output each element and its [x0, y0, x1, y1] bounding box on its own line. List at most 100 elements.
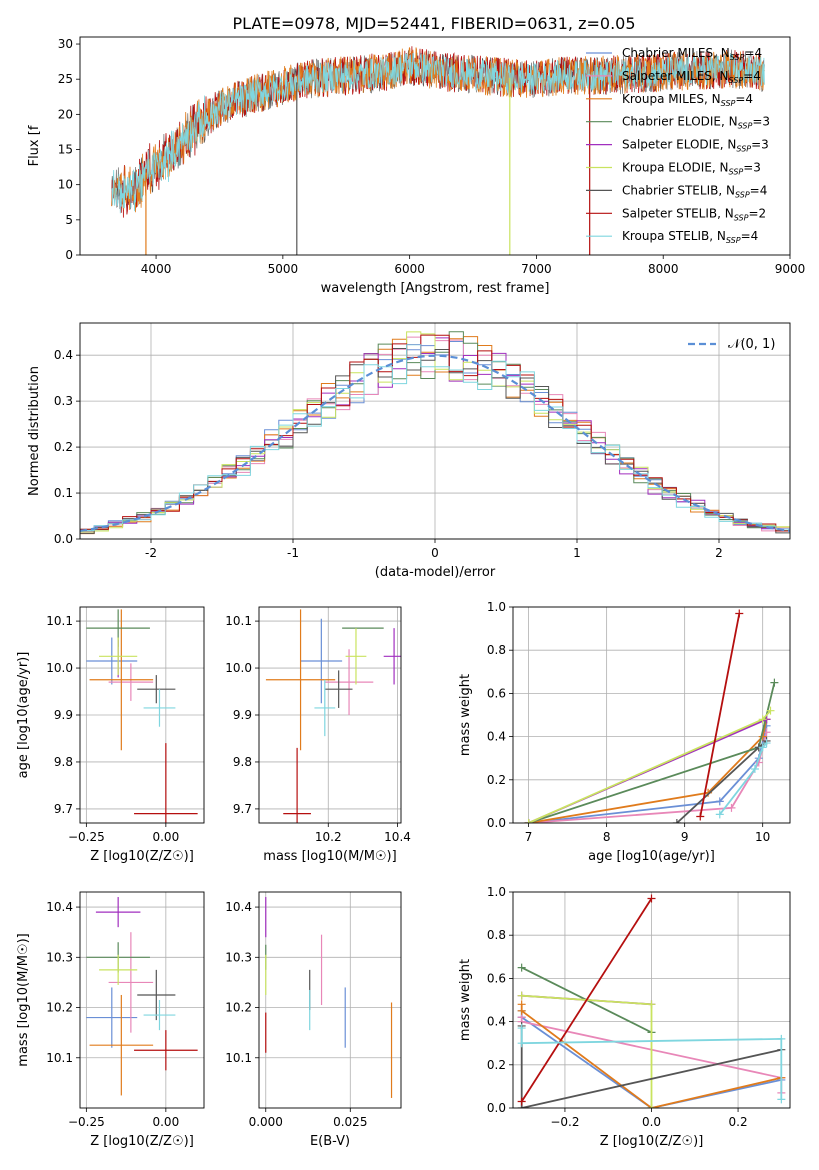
- panel-5: 7 8 9 10 0.0 0.2 0.4 0.6 0.8 1.0 age [log10(age/yr…: [458, 600, 791, 864]
- x-tick-label: 0.00: [152, 1115, 179, 1129]
- y-tick-label: 0.6: [487, 971, 506, 985]
- marker-plus: [727, 803, 736, 812]
- y-tick-label: 0.6: [487, 686, 506, 700]
- x-tick-label: 10.2: [315, 830, 342, 844]
- x-tick-label: 10.4: [384, 830, 411, 844]
- legend-label: Kroupa ELODIE, NSSP=3: [622, 161, 761, 177]
- marker-plus: [517, 1097, 526, 1106]
- x-tick-label: 8000: [648, 262, 679, 276]
- plot-area: [111, 46, 765, 255]
- y-tick-label: 10.0: [225, 661, 252, 675]
- y-tick-label: 1.0: [487, 885, 506, 899]
- y-tick-label: 9.8: [54, 755, 73, 769]
- y-tick-label: 10.4: [46, 900, 73, 914]
- x-axis-label: mass [log10(M/M☉)]: [263, 849, 396, 864]
- legend: Chabrier MILES, NSSP=4 Salpeter MILES, NS…: [586, 46, 770, 245]
- y-tick-label: 0.8: [487, 643, 506, 657]
- y-tick-label: 10.3: [225, 950, 252, 964]
- legend-label: Kroupa STELIB, NSSP=4: [622, 229, 758, 245]
- axes-frame: [512, 606, 791, 824]
- x-tick-label: 6000: [394, 262, 425, 276]
- y-tick-label: 20: [58, 107, 73, 121]
- series-salpeter-stelib: [699, 613, 741, 817]
- y-tick-label: 0.4: [54, 348, 73, 362]
- x-tick-label: 9000: [775, 262, 806, 276]
- y-tick-label: 0.2: [487, 1058, 506, 1072]
- plot-area: [265, 897, 393, 1098]
- x-axis-label: E(B-V): [310, 1134, 350, 1149]
- marker-plus: [517, 963, 526, 972]
- series-kroupa-miles: [528, 719, 768, 823]
- legend-label: Salpeter ELODIE, NSSP=3: [622, 138, 769, 154]
- marker-plus: [517, 1039, 526, 1048]
- marker-plus: [647, 1104, 656, 1108]
- x-axis-label: Z [log10(Z/Z☉)]: [90, 1134, 194, 1149]
- x-tick-label: 0.025: [333, 1115, 367, 1129]
- legend-label: Salpeter STELIB, NSSP=2: [622, 206, 766, 222]
- marker-plus: [647, 894, 656, 903]
- axes-frame: [79, 322, 791, 540]
- panel-3: −0.25 0.00 9.7 9.8 9.9 10.0 10.1 Z [log10(Z/Z☉)…: [16, 606, 205, 864]
- axes-frame: [512, 891, 791, 1109]
- y-tick-label: 30: [58, 37, 73, 51]
- y-tick-label: 9.8: [233, 755, 252, 769]
- x-axis-label: age [log10(age/yr)]: [588, 849, 715, 864]
- legend-label: Chabrier MILES, NSSP=4: [622, 46, 762, 62]
- axes-frame: [79, 36, 791, 256]
- normal-curve: [80, 354, 790, 532]
- y-axis-label: Normed distribution: [27, 366, 42, 496]
- y-tick-label: 10: [58, 178, 73, 192]
- x-axis-label: (data-model)/error: [375, 565, 496, 580]
- y-axis-label: mass [log10(M/M☉)]: [16, 933, 31, 1066]
- x-axis-label: wavelength [Angstrom, rest frame]: [321, 281, 550, 296]
- marker-plus: [770, 678, 779, 687]
- marker-plus: [715, 797, 724, 806]
- marker-plus: [672, 819, 681, 823]
- x-tick-label: 4000: [141, 262, 172, 276]
- legend-label: Chabrier ELODIE, NSSP=3: [622, 115, 770, 131]
- x-tick-label: 1: [573, 546, 581, 560]
- y-tick-label: 0.8: [487, 928, 506, 942]
- y-tick-label: 10.3: [46, 950, 73, 964]
- x-tick-label: 7000: [521, 262, 552, 276]
- series-kroupa-elodie: [521, 994, 653, 1108]
- y-tick-label: 10.2: [225, 1001, 252, 1015]
- marker-plus: [524, 819, 533, 823]
- plot-area: [265, 609, 401, 823]
- plot-area: [86, 609, 198, 823]
- y-tick-label: 0: [65, 248, 73, 262]
- x-tick-label: 9: [681, 830, 689, 844]
- y-tick-label: 0.0: [487, 1101, 506, 1115]
- y-tick-label: 0.4: [487, 1015, 506, 1029]
- marker-plus: [758, 715, 767, 724]
- axes-frame: [79, 606, 205, 824]
- plot-area: [80, 331, 790, 539]
- y-axis-label: age [log10(age/yr)]: [16, 652, 31, 779]
- marker-plus: [696, 812, 705, 821]
- y-tick-label: 10.2: [46, 1001, 73, 1015]
- x-tick-label: 0.0: [642, 1115, 661, 1129]
- series-chabrier-stelib: [520, 1025, 782, 1108]
- x-tick-label: -1: [287, 546, 299, 560]
- x-tick-label: 8: [603, 830, 611, 844]
- y-tick-label: 9.7: [233, 802, 252, 816]
- marker-plus: [715, 810, 724, 819]
- histogram-kroupa-stelib: [80, 344, 790, 539]
- y-tick-label: 0.2: [54, 440, 73, 454]
- y-tick-label: 10.1: [225, 1051, 252, 1065]
- y-tick-label: 1.0: [487, 600, 506, 614]
- y-tick-label: 10.1: [225, 614, 252, 628]
- legend-label: Chabrier STELIB, NSSP=4: [622, 183, 767, 199]
- marker-plus: [517, 1006, 526, 1015]
- marker-plus: [758, 743, 767, 752]
- y-tick-label: 0.4: [487, 730, 506, 744]
- marker-plus: [766, 706, 775, 715]
- marker-plus: [647, 1000, 656, 1009]
- y-tick-label: 10.1: [46, 1051, 73, 1065]
- y-tick-label: 0.3: [54, 394, 73, 408]
- y-tick-label: 0.2: [487, 773, 506, 787]
- marker-plus: [735, 609, 744, 618]
- y-tick-label: 10.1: [46, 614, 73, 628]
- x-axis-label: Z [log10(Z/Z☉)]: [90, 849, 194, 864]
